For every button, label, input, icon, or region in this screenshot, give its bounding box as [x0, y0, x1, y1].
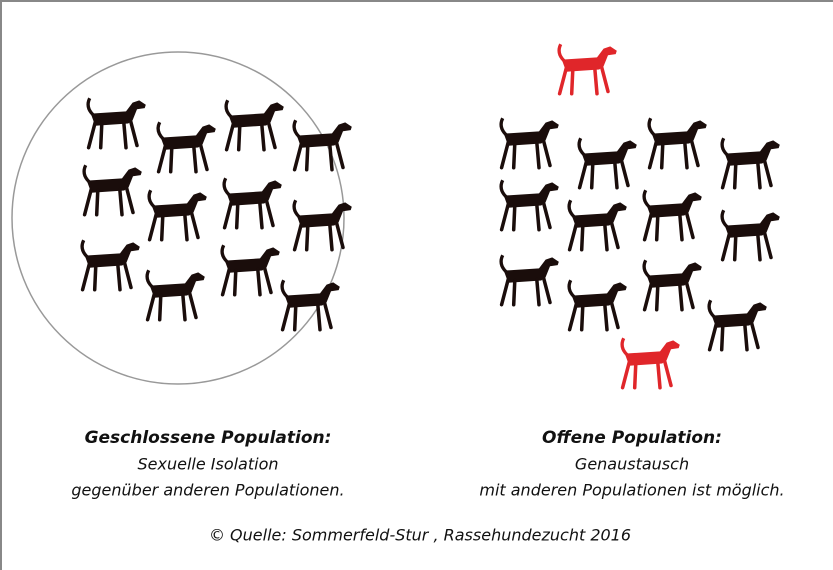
panel-title: Geschlossene Population:: [85, 428, 332, 448]
diagram: Geschlossene Population: Sexuelle Isolat…: [0, 0, 833, 570]
page: Geschlossene Population: Sexuelle Isolat…: [0, 0, 833, 570]
panel-text: Sexuelle Isolation: [137, 455, 278, 474]
credit: © Quelle: Sommerfeld-Stur , Rassehundezu…: [209, 526, 631, 545]
panel-title: Offene Population:: [542, 428, 722, 448]
panel-text: gegenüber anderen Populationen.: [71, 481, 344, 500]
panel-text: mit anderen Populationen ist möglich.: [479, 481, 784, 500]
panel-text: Genaustausch: [575, 455, 689, 474]
